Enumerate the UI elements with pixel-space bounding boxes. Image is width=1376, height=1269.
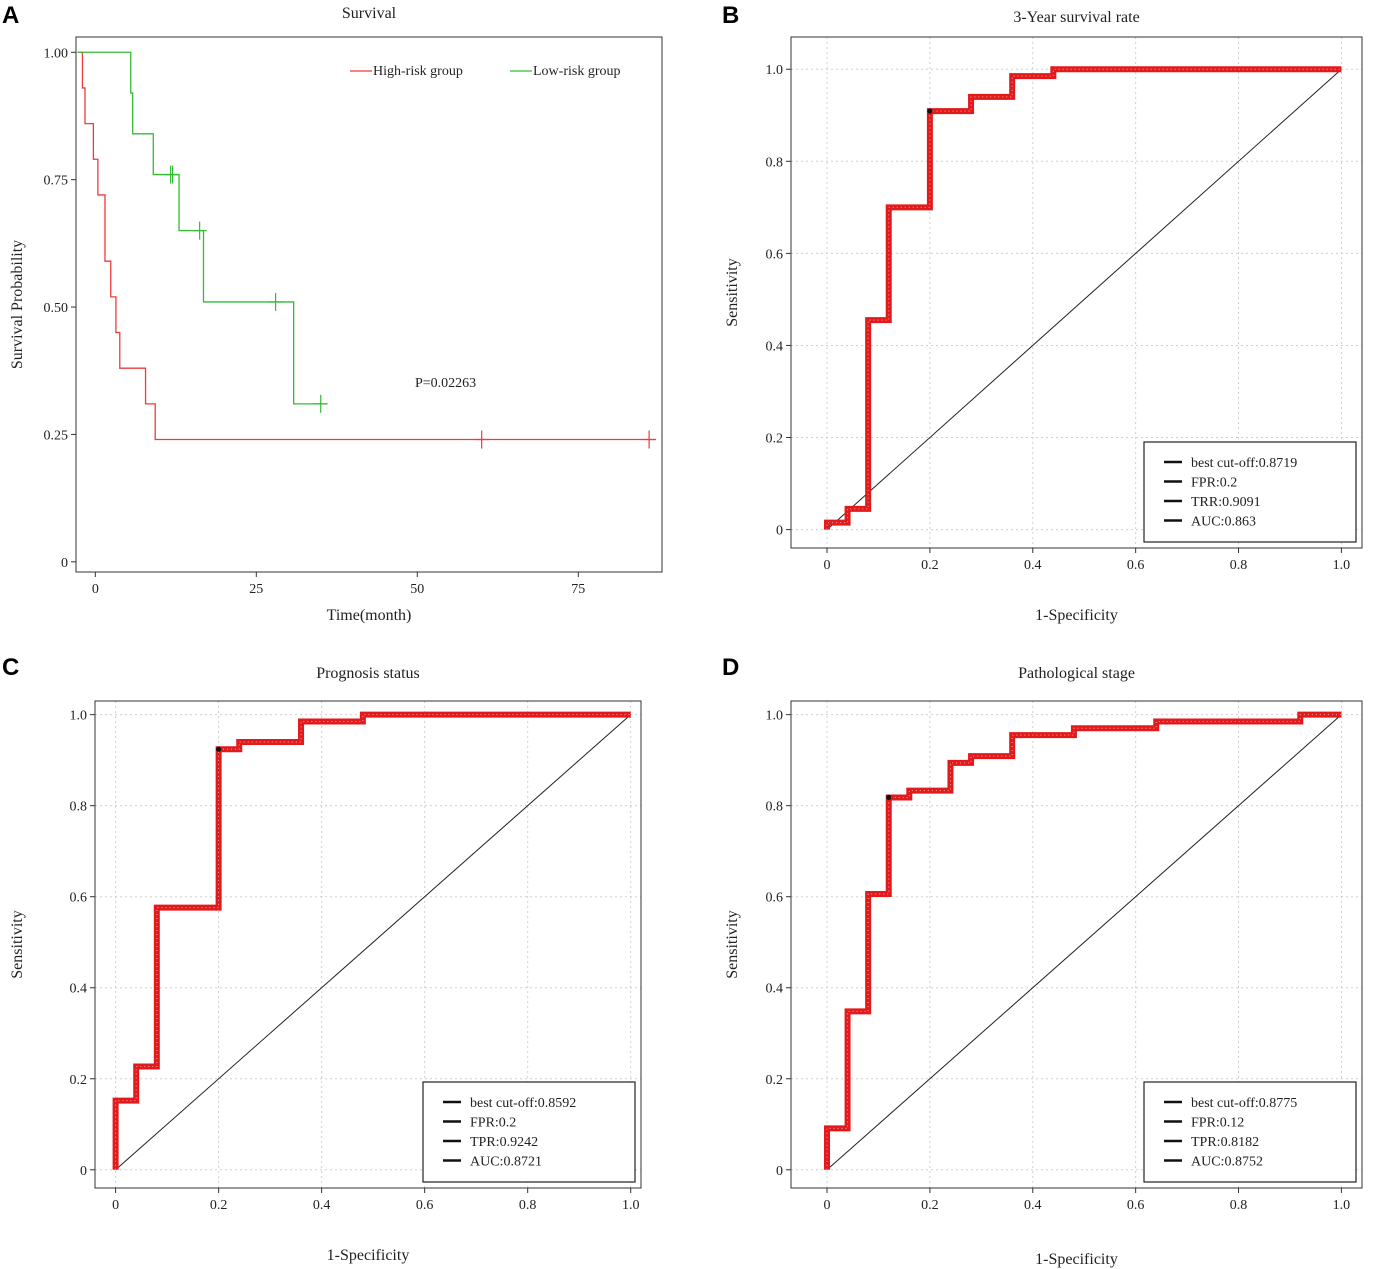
- chart0-x-tick-label-2: 50: [410, 582, 424, 597]
- chart2-y-tick-label-2: 0.4: [70, 982, 88, 997]
- chart2-x-axis-label: 1-Specificity: [327, 1247, 410, 1264]
- chart0-y-axis-label: Survival Probability: [9, 240, 26, 369]
- chart2-legend-label-0: best cut-off:0.8592: [470, 1096, 576, 1111]
- chart2-x-tick-label-3: 0.6: [416, 1198, 434, 1213]
- panel-label-b: B: [722, 2, 740, 29]
- chart2-y-tick-label-5: 1.0: [70, 709, 88, 724]
- chart0-y-tick-label-0: 0: [61, 556, 68, 571]
- chart0-y-tick-label-4: 1.00: [44, 46, 69, 61]
- chart3-x-tick-label-1: 0.2: [921, 1198, 939, 1213]
- chart2-x-tick-label-1: 0.2: [210, 1198, 228, 1213]
- panel-label-a: A: [2, 2, 20, 29]
- chart0-p-value-annotation: P=0.02263: [415, 376, 476, 391]
- chart0-x-tick-label-1: 25: [249, 582, 263, 597]
- chart3-x-tick-label-0: 0: [824, 1198, 831, 1213]
- chart3-plot-frame: [790, 700, 1363, 1189]
- chart0-series-1-line: [77, 51, 328, 405]
- chart3-x-tick-label-2: 0.4: [1024, 1198, 1042, 1213]
- chart1-legend-label-0: best cut-off:0.8719: [1191, 456, 1297, 471]
- chart3-legend-label-3: AUC:0.8752: [1191, 1155, 1263, 1170]
- chart3-x-tick-label-5: 1.0: [1333, 1198, 1351, 1213]
- chart3-y-tick-label-3: 0.6: [766, 891, 784, 906]
- chart2-best-cutoff-point: [216, 746, 222, 752]
- chart1-plot-frame: [790, 36, 1363, 549]
- chart2-x-tick-label-4: 0.8: [519, 1198, 537, 1213]
- chart0-x-tick-label-0: 0: [92, 582, 99, 597]
- chart3-legend-box: [1143, 1081, 1357, 1183]
- chart1-x-tick-label-4: 0.8: [1230, 558, 1248, 573]
- chart1-x-tick-label-5: 1.0: [1333, 558, 1351, 573]
- chart3-legend-label-0: best cut-off:0.8775: [1191, 1096, 1297, 1111]
- chart0-title: Survival: [342, 5, 397, 22]
- chart2-y-tick-label-1: 0.2: [70, 1073, 88, 1088]
- chart0-y-tick-label-3: 0.75: [44, 174, 69, 189]
- chart1-y-tick-label-5: 1.0: [766, 63, 784, 78]
- chart3-y-tick-label-2: 0.4: [766, 982, 784, 997]
- chart3-x-tick-label-3: 0.6: [1127, 1198, 1145, 1213]
- chart1-x-tick-label-2: 0.4: [1024, 558, 1042, 573]
- panel-label-c: C: [2, 654, 20, 681]
- chart3-roc-curve-highlight: [826, 714, 1342, 1170]
- chart2-y-tick-label-0: 0: [80, 1164, 87, 1179]
- chart3-title: Pathological stage: [1018, 665, 1135, 682]
- chart1-y-tick-label-3: 0.6: [766, 247, 784, 262]
- chart1-legend-label-1: FPR:0.2: [1191, 476, 1237, 491]
- chart2-legend-box: [422, 1081, 636, 1183]
- chart1-legend-label-2: TRR:0.9091: [1191, 495, 1261, 510]
- chart3-y-tick-label-5: 1.0: [766, 709, 784, 724]
- chart1-x-tick-label-3: 0.6: [1127, 558, 1145, 573]
- chart2-x-tick-label-5: 1.0: [622, 1198, 640, 1213]
- chart2-title: Prognosis status: [316, 665, 420, 682]
- chart1-roc-curve-highlight: [826, 68, 1342, 530]
- chart1-best-cutoff-point: [927, 108, 933, 114]
- chart1-diagonal-reference-line: [826, 68, 1342, 530]
- chart3-y-tick-label-4: 0.8: [766, 800, 784, 815]
- chart1-y-axis-label: Sensitivity: [724, 258, 741, 326]
- chart1-legend-label-3: AUC:0.863: [1191, 515, 1256, 530]
- chart1-y-tick-label-2: 0.4: [766, 339, 784, 354]
- chart1-legend-box: [1143, 441, 1357, 543]
- chart1-y-tick-label-0: 0: [776, 524, 783, 539]
- chart2-diagonal-reference-line: [115, 714, 632, 1171]
- chart3-legend-label-2: TPR:0.8182: [1191, 1135, 1259, 1150]
- chart2-legend-label-1: FPR:0.2: [470, 1116, 516, 1131]
- panel-label-d: D: [722, 654, 740, 681]
- chart2-plot-frame: [94, 700, 642, 1189]
- chart0-y-tick-label-2: 0.50: [44, 301, 69, 316]
- chart3-diagonal-reference-line: [826, 714, 1342, 1171]
- chart3-x-axis-label: 1-Specificity: [1035, 1251, 1118, 1268]
- chart3-y-axis-label: Sensitivity: [724, 910, 741, 978]
- chart2-y-tick-label-4: 0.8: [70, 800, 88, 815]
- chart1-title: 3-Year survival rate: [1013, 9, 1139, 26]
- chart0-x-tick-label-3: 75: [571, 582, 585, 597]
- chart1-y-tick-label-4: 0.8: [766, 155, 784, 170]
- chart2-legend-label-2: TPR:0.9242: [470, 1135, 538, 1150]
- chart0-x-axis-label: Time(month): [327, 607, 412, 624]
- chart3-x-tick-label-4: 0.8: [1230, 1198, 1248, 1213]
- chart0-legend-label-1: Low-risk group: [533, 64, 621, 79]
- chart1-x-tick-label-1: 0.2: [921, 558, 939, 573]
- chart3-y-tick-label-0: 0: [776, 1164, 783, 1179]
- chart3-legend-label-1: FPR:0.12: [1191, 1116, 1244, 1131]
- chart0-y-tick-label-1: 0.25: [44, 428, 69, 443]
- chart1-x-axis-label: 1-Specificity: [1035, 607, 1118, 624]
- chart3-y-tick-label-1: 0.2: [766, 1073, 784, 1088]
- chart2-x-tick-label-2: 0.4: [313, 1198, 331, 1213]
- chart2-y-tick-label-3: 0.6: [70, 891, 88, 906]
- chart2-legend-label-3: AUC:0.8721: [470, 1155, 542, 1170]
- chart0-legend-label-0: High-risk group: [373, 64, 463, 79]
- chart2-x-tick-label-0: 0: [112, 1198, 119, 1213]
- chart0-series-0-line: [80, 51, 656, 441]
- chart0-plot-frame: [75, 36, 663, 573]
- chart2-y-axis-label: Sensitivity: [9, 910, 26, 978]
- chart3-best-cutoff-point: [886, 794, 892, 800]
- chart1-y-tick-label-1: 0.2: [766, 432, 784, 447]
- chart1-x-tick-label-0: 0: [824, 558, 831, 573]
